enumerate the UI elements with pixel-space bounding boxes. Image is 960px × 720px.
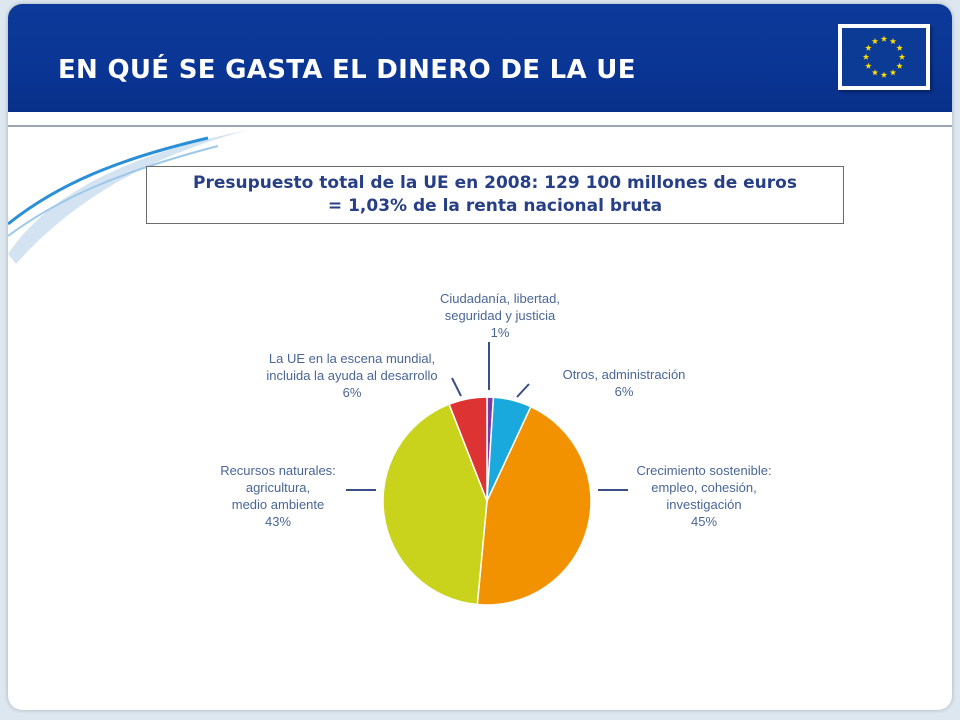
slice-label-line: Crecimiento sostenible: bbox=[636, 463, 772, 478]
slice-label-line: seguridad y justicia bbox=[444, 308, 556, 323]
leader-line bbox=[516, 383, 530, 398]
slice-label-line: medio ambiente bbox=[231, 497, 325, 512]
slice-label-line: 43% bbox=[264, 514, 292, 529]
pie-slice bbox=[448, 396, 488, 502]
slice-label-line: Otros, administración bbox=[562, 367, 686, 382]
flag-star bbox=[889, 38, 897, 45]
flag-star bbox=[898, 53, 906, 60]
budget-line-1: Presupuesto total de la UE en 2008: 129 … bbox=[193, 173, 797, 193]
eu-flag-icon bbox=[838, 24, 930, 90]
flag-star bbox=[865, 44, 872, 51]
slice-label-line: agricultura, bbox=[245, 480, 311, 495]
slice-label-line: Ciudadanía, libertad, bbox=[440, 291, 560, 306]
slice-label: Ciudadanía, libertad, seguridad y justici… bbox=[410, 290, 590, 341]
slice-label-line: Recursos naturales: bbox=[220, 463, 336, 478]
slice-label-line: investigación bbox=[666, 497, 742, 512]
eu-flag-field bbox=[842, 28, 926, 86]
slice-label-line: empleo, cohesión, bbox=[651, 480, 757, 495]
flag-star bbox=[880, 71, 888, 78]
flag-star bbox=[865, 62, 872, 69]
slice-label: Otros, administración 6% bbox=[524, 366, 724, 400]
flag-star bbox=[871, 69, 879, 76]
pie-slice bbox=[382, 403, 488, 606]
budget-line-2: = 1,03% de la renta nacional bruta bbox=[327, 196, 663, 216]
slice-label-line: 45% bbox=[690, 514, 718, 529]
slice-label: Recursos naturales: agricultura, medio amb… bbox=[183, 462, 373, 530]
decorative-swoosh bbox=[8, 130, 248, 264]
flag-star bbox=[880, 35, 888, 42]
budget-summary-box: Presupuesto total de la UE en 2008: 129 … bbox=[146, 166, 844, 224]
page-title: EN QUÉ SE GASTA EL DINERO DE LA UE bbox=[58, 55, 636, 85]
flag-star bbox=[871, 38, 879, 45]
leader-line bbox=[451, 377, 462, 397]
flag-star bbox=[896, 62, 903, 69]
flag-star bbox=[862, 53, 870, 60]
header-divider bbox=[8, 125, 952, 127]
slice-label: La UE en la escena mundial, incluida la a… bbox=[232, 350, 472, 401]
slice-label-line: La UE en la escena mundial, bbox=[268, 351, 436, 366]
slice-label-line: incluida la ayuda al desarrollo bbox=[266, 368, 438, 383]
slice-label-line: 6% bbox=[342, 385, 362, 400]
slice-label-line: 6% bbox=[614, 384, 634, 399]
pie-slice bbox=[476, 405, 592, 606]
eu-stars bbox=[862, 35, 906, 78]
flag-star bbox=[889, 69, 897, 76]
slice-label: Crecimiento sostenible: empleo, cohesión,… bbox=[604, 462, 804, 530]
header-bar: EN QUÉ SE GASTA EL DINERO DE LA UE bbox=[8, 4, 952, 112]
slice-label-line: 1% bbox=[490, 325, 510, 340]
flag-star bbox=[896, 44, 903, 51]
